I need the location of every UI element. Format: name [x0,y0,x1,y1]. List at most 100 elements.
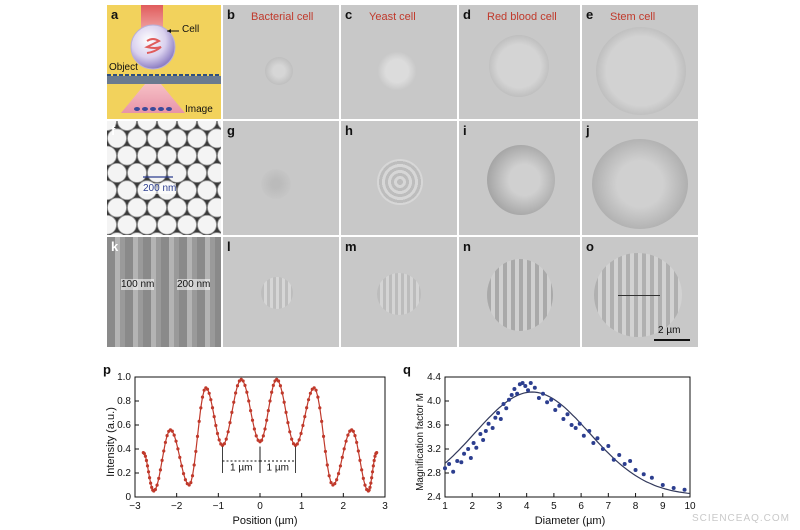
panel-letter-o: o [586,239,594,254]
chart-p-point [284,410,288,414]
chart-q-point [523,384,528,388]
red-blood-cell [489,35,549,97]
nanosphere [210,232,221,235]
yeast-cell [377,51,417,91]
chart-p-point [217,438,221,442]
chart-p-point [254,434,258,438]
chart-p-point [305,406,309,410]
chart-p-ytick-label: 0 [125,492,131,503]
chart-p-point [162,449,166,453]
chart-p-point [192,463,196,467]
nanosphere [107,145,117,166]
chart-q-point [591,441,596,445]
lines-label-200: 200 nm [177,279,211,290]
chart-p-point [282,400,286,404]
nanosphere [127,163,147,183]
chart-p-point [189,481,193,485]
chart-p-point [200,395,205,399]
chart-p-point [361,476,365,480]
panel-letter-g: g [227,123,235,138]
chart-p-point [312,386,316,390]
chart-q-point [545,400,550,405]
chart-q-point [587,429,592,433]
chart-q-ytick-label: 3.6 [427,420,441,431]
chart-q-point [504,406,509,411]
bacterial-image-hex [261,169,291,199]
chart-q-point [451,469,456,474]
chart-p-point [363,483,367,487]
panel-i: i [459,121,580,235]
chart-p-point [214,423,218,428]
chart-q-xlabel: Diameter (µm) [535,515,606,527]
cell-label: Cell [182,24,200,35]
chart-p-point [301,423,305,428]
chart-q-point [520,381,525,385]
chart-p-xtick-label: 2 [341,501,347,512]
nanosphere [197,180,217,201]
chart-q-point [466,447,471,451]
chart-q-point [622,462,627,466]
chart-p-point [234,391,238,395]
chart-q-point [611,457,616,462]
chart-q-point [628,459,633,463]
chart-p-point [202,388,206,392]
panel-g: g [223,121,339,235]
chart-q-point [561,417,566,421]
chart-p-point [145,464,150,468]
nanosphere [137,214,157,235]
watermark: SCIENCEAQ.COM [691,513,790,524]
chart-p-point [344,439,348,443]
chart-p-ylabel: Intensity (a.u.) [105,407,117,477]
chart-p-point [249,409,253,413]
chart-q-point [565,412,570,417]
chart-p-ytick-label: 0.6 [117,420,131,431]
chart-p-point [323,449,328,454]
chart-q-point [577,421,582,426]
chart-p-point [351,429,355,433]
nanosphere [217,216,221,233]
chart-p-ytick-label: 1.0 [117,372,131,383]
chart-q-point [443,466,447,471]
column-title-bacterial: Bacterial cell [251,11,314,23]
chart-p-point [230,410,234,414]
chart-p-point [180,464,184,468]
chart-p-point [147,476,152,480]
panel-letter-e: e [586,7,594,22]
panel-letter-p: p [103,362,111,377]
chart-p-ytick-label: 0.8 [117,396,131,407]
chart-q-point [573,426,578,430]
chart-q-point [641,472,646,477]
chart-q-xtick-label: 9 [660,501,666,512]
panel-f-sem-hex: f 200 nm [107,121,221,235]
nanosphere [117,214,137,235]
chart-q-xtick-label: 6 [578,501,584,512]
chart-p-point [325,463,329,467]
chart-p-point [174,439,178,443]
panel-letter-d: d [463,7,471,22]
nanosphere [217,182,221,199]
chart-p-point [320,419,324,423]
chart-p-point [250,418,255,422]
chart-p-point [165,434,169,438]
chart-q-point [682,487,687,492]
chart-p-point [278,384,283,388]
chart-q-magnification: q 1 2 3 4 5 6 7 8 9 10 2.4 2.8 3.2 3.6 4.0 4.4 Diameter… [403,362,696,527]
chart-q-xtick-label: 5 [551,501,557,512]
scale-bar [654,339,690,341]
chart-p-point [144,458,149,463]
chart-p-point [373,454,377,458]
chart-q-point [506,397,511,402]
panel-letter-q: q [403,362,411,377]
chart-q-point [569,423,574,427]
yeast-image-hex [377,159,423,205]
column-title-yeast: Yeast cell [369,11,416,23]
chart-p-point [286,420,290,425]
chart-p-point [265,418,269,422]
chart-q-point [553,408,558,412]
chart-p-point [170,429,174,433]
chart-p-point [245,390,249,394]
nanosphere [187,163,207,183]
chart-q-point [660,483,665,487]
chart-q-point [462,451,467,456]
chart-p-point [297,438,301,442]
